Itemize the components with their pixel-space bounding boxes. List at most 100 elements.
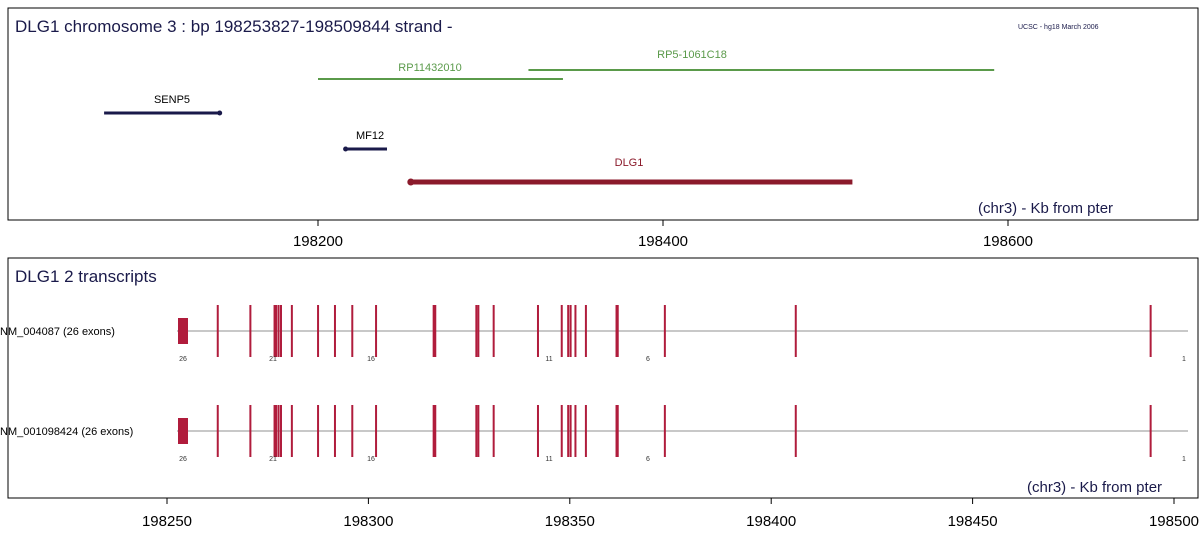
source-label: UCSC - hg18 March 2006 <box>1018 24 1099 31</box>
exon-block <box>178 418 188 444</box>
top-panel: DLG1 chromosome 3 : bp 198253827-1985098… <box>7 7 1199 221</box>
exon-mark <box>434 305 437 357</box>
exon-mark <box>615 305 618 357</box>
exon-mark <box>475 405 478 457</box>
exon-mark <box>277 305 280 357</box>
exon-mark <box>794 405 797 457</box>
exon-mark <box>317 305 320 357</box>
exon-block <box>178 318 188 344</box>
exon-number-label: 21 <box>269 356 277 363</box>
bottom-unit-label: (chr3) - Kb from pter <box>1027 479 1162 496</box>
mf12-label: MF12 <box>356 130 384 142</box>
transcript-row[interactable]: NM_004087 (26 exons) 26 21 16 11 6 1 <box>0 305 1201 363</box>
exon-mark <box>477 405 480 457</box>
exon-mark <box>275 305 278 357</box>
transcripts: NM_004087 (26 exons)26 21 16 11 6 1NM_0010984… <box>0 305 1201 463</box>
exon-mark <box>475 305 478 357</box>
transcript-label[interactable]: NM_001098424 (26 exons) <box>0 426 133 438</box>
top-features: RP11432010 RP5-1061C18 SENP5 MF12 DLG1 <box>104 49 995 186</box>
bottom-axis-tick-label: 198300 <box>343 513 393 530</box>
exon-mark <box>351 305 354 357</box>
exon-mark <box>569 305 572 357</box>
top-axis-tick-label: 198400 <box>638 233 688 250</box>
dlg1-label: DLG1 <box>615 157 644 169</box>
exon-mark <box>317 405 320 457</box>
bottom-axis-tick-label: 198450 <box>948 513 998 530</box>
exon-number-label: 11 <box>545 356 552 363</box>
exon-mark <box>574 405 577 457</box>
exon-mark <box>584 305 587 357</box>
bottom-axis: 198250 198300 198350 198400 198450 198500 <box>142 498 1199 530</box>
bottom-panel: DLG1 2 transcripts NM_004087 (26 exons) 2… <box>0 257 1201 499</box>
top-axis: 198200 198400 198600 <box>293 220 1033 250</box>
exon-mark <box>584 405 587 457</box>
exon-mark <box>794 305 797 357</box>
exon-mark <box>432 305 435 357</box>
top-axis-tick-label: 198600 <box>983 233 1033 250</box>
exon-mark <box>432 405 435 457</box>
exon-mark <box>249 405 252 457</box>
exon-number-label: 1 <box>1182 356 1186 363</box>
exon-mark <box>279 305 282 357</box>
exon-mark <box>569 405 572 457</box>
bottom-axis-tick-label: 198500 <box>1149 513 1199 530</box>
exon-mark <box>333 305 336 357</box>
top-unit-label: (chr3) - Kb from pter <box>978 200 1113 217</box>
bottom-panel-title: DLG1 2 transcripts <box>15 267 157 286</box>
exon-mark <box>615 405 618 457</box>
exon-number-label: 1 <box>1182 456 1186 463</box>
exon-mark <box>1149 405 1152 457</box>
exon-number-label: 26 <box>179 456 187 463</box>
exon-mark <box>492 405 495 457</box>
exon-number-label: 26 <box>179 356 187 363</box>
mf12-strand-marker <box>343 146 349 152</box>
exon-mark <box>616 305 619 357</box>
exon-mark <box>273 305 276 357</box>
exon-mark <box>477 305 480 357</box>
exon-mark <box>351 405 354 457</box>
transcript-label[interactable]: NM_004087 (26 exons) <box>0 326 115 338</box>
exon-mark <box>560 305 563 357</box>
exon-mark <box>216 305 219 357</box>
exon-mark <box>333 405 336 457</box>
exon-mark <box>375 405 378 457</box>
exon-mark <box>249 305 252 357</box>
senp5-strand-marker <box>217 110 223 116</box>
exon-mark <box>375 305 378 357</box>
exon-mark <box>536 405 539 457</box>
exon-mark <box>290 305 293 357</box>
exon-mark <box>275 405 278 457</box>
senp5-label: SENP5 <box>154 94 190 106</box>
exon-number-label: 21 <box>269 456 277 463</box>
exon-mark <box>663 305 666 357</box>
exon-mark <box>216 405 219 457</box>
exon-number-label: 16 <box>367 456 375 463</box>
exon-mark <box>277 405 280 457</box>
exon-mark <box>536 305 539 357</box>
rp5-1061c18-label: RP5-1061C18 <box>657 49 727 61</box>
bottom-axis-tick-label: 198400 <box>746 513 796 530</box>
exon-mark <box>567 405 570 457</box>
bottom-panel-frame <box>7 257 1199 499</box>
exon-mark <box>1149 305 1152 357</box>
exon-mark <box>560 405 563 457</box>
exon-mark <box>574 305 577 357</box>
transcript-row[interactable]: NM_001098424 (26 exons) 26 21 16 11 6 1 <box>0 405 1201 463</box>
exon-mark <box>567 305 570 357</box>
exon-mark <box>616 405 619 457</box>
top-axis-tick-label: 198200 <box>293 233 343 250</box>
top-panel-frame <box>7 7 1199 221</box>
top-panel-title: DLG1 chromosome 3 : bp 198253827-1985098… <box>15 17 453 36</box>
exon-mark <box>663 405 666 457</box>
rp11432010-label: RP11432010 <box>398 62 461 74</box>
exon-number-label: 11 <box>545 456 552 463</box>
exon-mark <box>290 405 293 457</box>
exon-number-label: 6 <box>646 356 650 363</box>
bottom-axis-tick-label: 198250 <box>142 513 192 530</box>
dlg1-strand-marker <box>407 178 415 186</box>
exon-mark <box>492 305 495 357</box>
exon-number-label: 16 <box>367 356 375 363</box>
exon-mark <box>273 405 276 457</box>
exon-number-label: 6 <box>646 456 650 463</box>
